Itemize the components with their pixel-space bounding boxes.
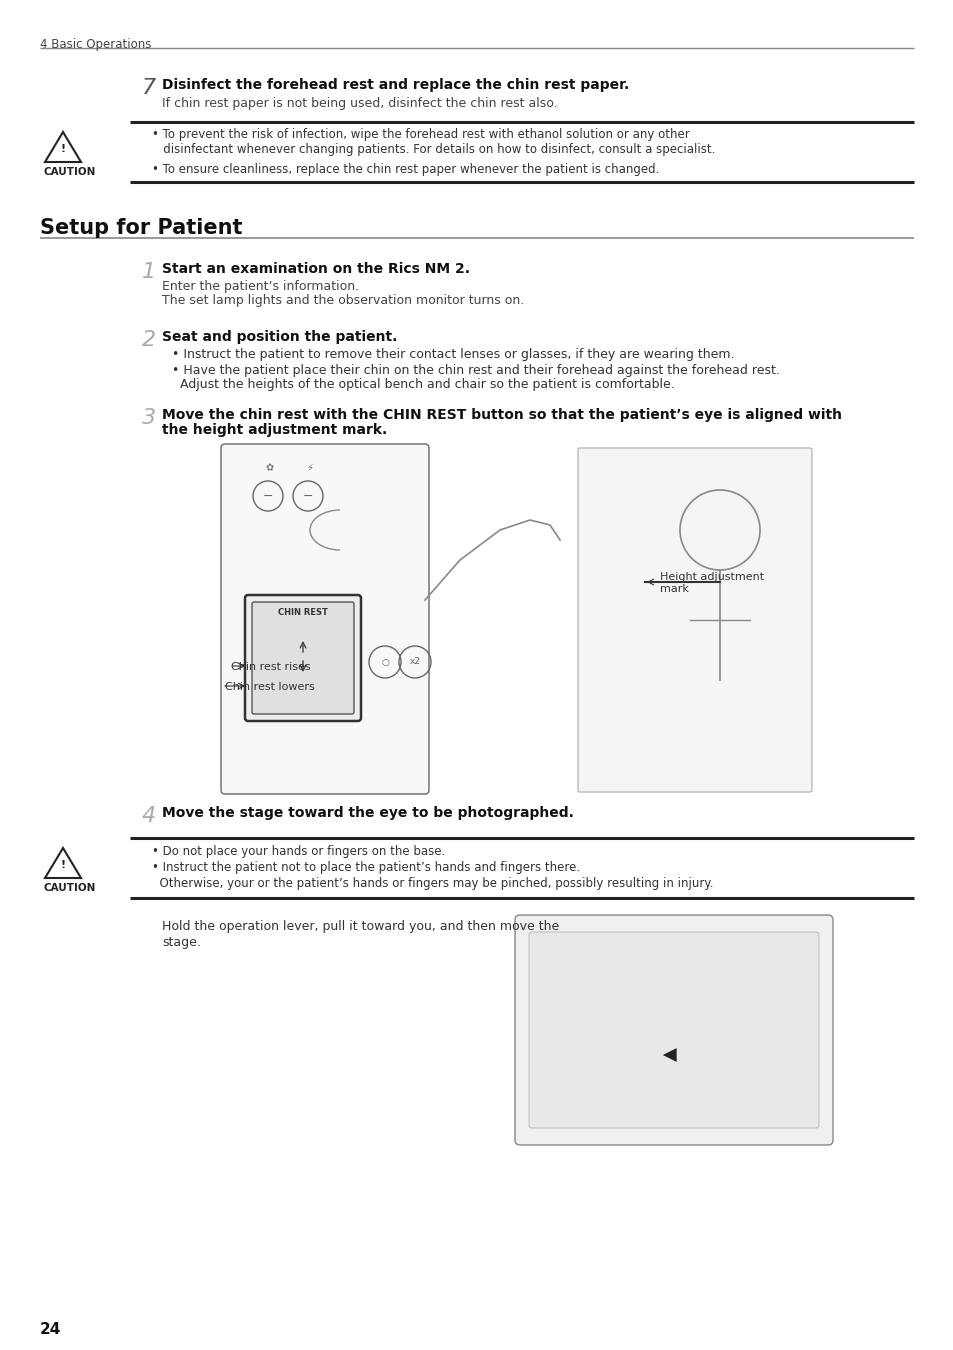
Text: 24: 24 xyxy=(40,1322,61,1336)
Text: x2: x2 xyxy=(409,657,420,667)
Text: 1: 1 xyxy=(142,262,156,282)
FancyBboxPatch shape xyxy=(529,931,818,1129)
FancyBboxPatch shape xyxy=(245,595,360,721)
Text: !: ! xyxy=(60,144,66,154)
Text: 7: 7 xyxy=(142,78,156,99)
Text: • Instruct the patient not to place the patient’s hands and fingers there.: • Instruct the patient not to place the … xyxy=(152,861,579,873)
Text: • Do not place your hands or fingers on the base.: • Do not place your hands or fingers on … xyxy=(152,845,445,859)
Text: −: − xyxy=(302,490,313,502)
FancyBboxPatch shape xyxy=(578,448,811,792)
Text: • To ensure cleanliness, replace the chin rest paper whenever the patient is cha: • To ensure cleanliness, replace the chi… xyxy=(152,163,659,176)
Text: Adjust the heights of the optical bench and chair so the patient is comfortable.: Adjust the heights of the optical bench … xyxy=(180,378,674,392)
Text: Height adjustment: Height adjustment xyxy=(659,572,763,582)
FancyBboxPatch shape xyxy=(515,915,832,1145)
Text: Chin rest lowers: Chin rest lowers xyxy=(225,682,314,693)
FancyBboxPatch shape xyxy=(221,444,429,794)
Text: stage.: stage. xyxy=(162,936,201,949)
Text: !: ! xyxy=(60,860,66,869)
Text: CAUTION: CAUTION xyxy=(44,883,96,892)
Text: Chin rest rises: Chin rest rises xyxy=(231,662,311,672)
Text: Move the chin rest with the CHIN REST button so that the patient’s eye is aligne: Move the chin rest with the CHIN REST bu… xyxy=(162,408,841,423)
Text: 4 Basic Operations: 4 Basic Operations xyxy=(40,38,152,51)
Text: disinfectant whenever changing patients. For details on how to disinfect, consul: disinfectant whenever changing patients.… xyxy=(152,143,715,157)
Text: ○: ○ xyxy=(380,657,389,667)
Text: the height adjustment mark.: the height adjustment mark. xyxy=(162,423,387,437)
Text: Start an examination on the Rics NM 2.: Start an examination on the Rics NM 2. xyxy=(162,262,470,275)
Text: Move the stage toward the eye to be photographed.: Move the stage toward the eye to be phot… xyxy=(162,806,574,819)
FancyBboxPatch shape xyxy=(252,602,354,714)
Text: Setup for Patient: Setup for Patient xyxy=(40,217,242,238)
Text: • To prevent the risk of infection, wipe the forehead rest with ethanol solution: • To prevent the risk of infection, wipe… xyxy=(152,128,689,140)
Text: mark: mark xyxy=(659,585,688,594)
Text: CHIN REST: CHIN REST xyxy=(277,608,328,617)
Text: 3: 3 xyxy=(142,408,156,428)
Text: • Instruct the patient to remove their contact lenses or glasses, if they are we: • Instruct the patient to remove their c… xyxy=(172,348,734,360)
Text: Enter the patient’s information.: Enter the patient’s information. xyxy=(162,279,358,293)
Text: ✿: ✿ xyxy=(266,463,274,472)
Text: ⚡: ⚡ xyxy=(306,463,314,472)
Text: Otherwise, your or the patient’s hands or fingers may be pinched, possibly resul: Otherwise, your or the patient’s hands o… xyxy=(152,878,713,890)
Text: Hold the operation lever, pull it toward you, and then move the: Hold the operation lever, pull it toward… xyxy=(162,919,558,933)
Text: Disinfect the forehead rest and replace the chin rest paper.: Disinfect the forehead rest and replace … xyxy=(162,78,629,92)
Text: 4: 4 xyxy=(142,806,156,826)
Text: The set lamp lights and the observation monitor turns on.: The set lamp lights and the observation … xyxy=(162,294,524,306)
Text: −: − xyxy=(262,490,273,502)
Text: Seat and position the patient.: Seat and position the patient. xyxy=(162,329,397,344)
Text: CAUTION: CAUTION xyxy=(44,167,96,177)
Text: 2: 2 xyxy=(142,329,156,350)
Text: If chin rest paper is not being used, disinfect the chin rest also.: If chin rest paper is not being used, di… xyxy=(162,97,558,109)
Text: • Have the patient place their chin on the chin rest and their forehead against : • Have the patient place their chin on t… xyxy=(172,364,779,377)
